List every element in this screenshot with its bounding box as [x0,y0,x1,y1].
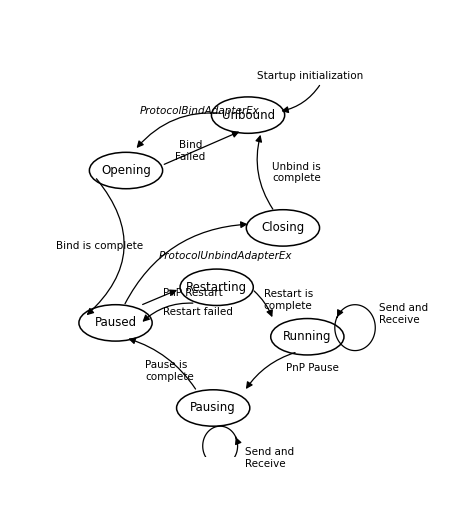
Text: Unbound: Unbound [221,108,274,122]
Text: Running: Running [283,331,332,343]
Text: Restart is
complete: Restart is complete [264,289,313,311]
Text: Restart failed: Restart failed [162,307,233,317]
Text: Closing: Closing [261,222,305,234]
Text: Bind
Failed: Bind Failed [176,140,206,161]
Text: PnP Restart: PnP Restart [162,288,222,298]
Text: Bind is complete: Bind is complete [56,241,144,251]
Text: Opening: Opening [101,164,151,177]
Text: ProtocolUnbindAdapterEx: ProtocolUnbindAdapterEx [159,251,292,261]
Text: Paused: Paused [94,317,137,329]
Text: Unbind is
complete: Unbind is complete [273,162,321,183]
Text: Restarting: Restarting [186,281,247,294]
Text: ProtocolBindAdapterEx: ProtocolBindAdapterEx [140,106,260,116]
Text: Pausing: Pausing [190,401,236,414]
Text: Pause is
complete: Pause is complete [145,360,194,382]
Text: Send and
Receive: Send and Receive [245,447,294,469]
Text: PnP Pause: PnP Pause [287,363,339,373]
Text: Send and
Receive: Send and Receive [379,303,428,325]
Text: Startup initialization: Startup initialization [257,70,363,81]
